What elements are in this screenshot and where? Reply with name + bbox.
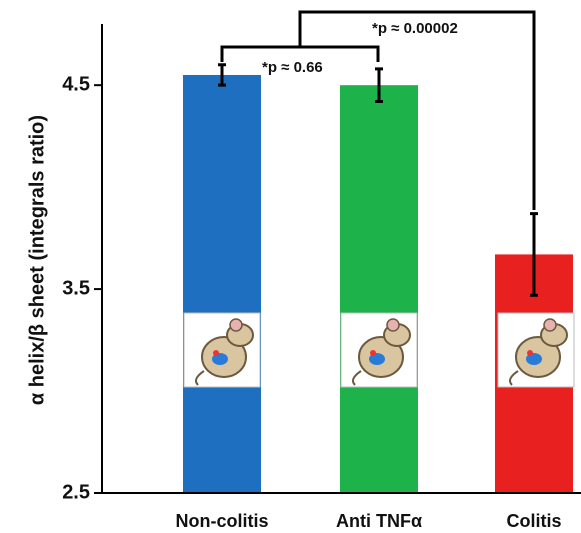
- y-tick-label: 3.5: [62, 277, 90, 299]
- y-tick-label: 2.5: [62, 481, 90, 503]
- plot-area: [94, 75, 573, 493]
- mouse-icon: [184, 313, 260, 387]
- x-tick-label: Colitis: [506, 511, 561, 531]
- p-value-annotation: *p ≈ 0.66: [262, 59, 323, 76]
- mouse-icon: [341, 313, 417, 387]
- x-tick-label: Non-colitis: [176, 511, 269, 531]
- bar: [340, 85, 418, 493]
- mouse-icon: [498, 313, 574, 387]
- x-tick-label: Anti TNFα: [336, 511, 422, 531]
- bar: [183, 75, 261, 493]
- y-axis-label: α helix/β sheet (integrals ratio): [26, 115, 48, 405]
- chart: α helix/β sheet (integrals ratio) *p ≈ 0…: [0, 0, 581, 533]
- y-tick-label: 4.5: [62, 73, 90, 95]
- p-value-annotation: *p ≈ 0.00002: [372, 20, 458, 37]
